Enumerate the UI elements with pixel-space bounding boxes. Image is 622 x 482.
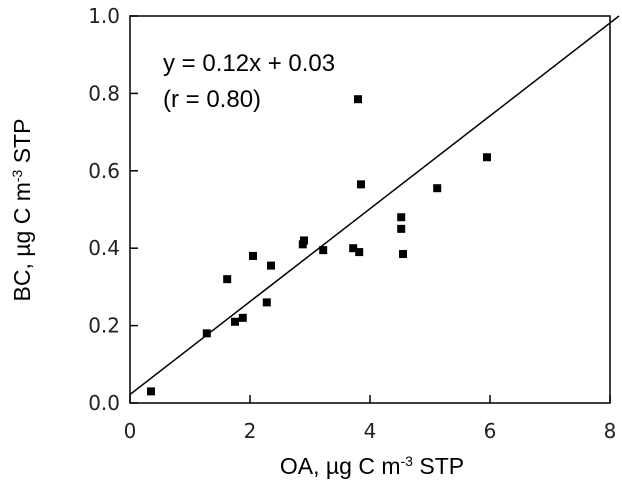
x-axis-label: OA, µg C m-3 STP [280, 453, 464, 479]
data-point [433, 184, 442, 193]
data-point [397, 224, 406, 233]
data-point [223, 275, 232, 284]
data-point [319, 246, 328, 255]
data-point [357, 180, 365, 189]
data-point [355, 248, 364, 257]
x-axis-label-main: OA, µg C m [280, 453, 401, 479]
x-tick-label: 4 [364, 419, 377, 443]
data-point [397, 213, 406, 222]
data-point [399, 250, 407, 259]
y-axis-label-suffix: STP [9, 119, 35, 170]
x-tick-label: 8 [604, 419, 617, 443]
data-point [300, 236, 308, 245]
y-tick-label: 0.8 [88, 81, 120, 105]
y-tick-label: 1.0 [88, 4, 120, 28]
data-point [202, 329, 211, 338]
y-tick-label: 0.0 [88, 391, 120, 415]
fit-line [129, 15, 620, 396]
y-tick-label: 0.4 [88, 236, 120, 260]
x-tick-label: 0 [124, 419, 137, 443]
x-axis-label-exponent: -3 [401, 453, 414, 469]
data-point [349, 244, 358, 253]
y-tick-label: 0.2 [88, 314, 120, 338]
data-point [249, 251, 257, 260]
fit-equation-annotation: y = 0.12x + 0.03 [163, 50, 335, 77]
fit-line-group [129, 15, 620, 396]
data-point [231, 317, 239, 326]
data-point [238, 313, 247, 322]
data-point [262, 298, 271, 307]
data-point [354, 95, 362, 104]
y-axis-label-exponent: -3 [9, 169, 25, 182]
data-points [147, 95, 491, 396]
correlation-annotation: (r = 0.80) [163, 86, 261, 113]
x-tick-label: 2 [244, 419, 257, 443]
x-axis-label-suffix: STP [413, 453, 464, 479]
y-axis-label: BC, µg C m-3 STP [9, 119, 35, 302]
y-axis-label-main: BC, µg C m [9, 182, 35, 301]
axis-ticks: 0 2 4 6 8 0.0 0.2 0.4 0.6 0.8 1.0 [88, 4, 616, 443]
data-point [147, 387, 155, 396]
x-tick-label: 6 [484, 419, 497, 443]
y-tick-label: 0.6 [88, 159, 120, 183]
data-point [267, 261, 275, 270]
data-point [483, 153, 491, 162]
